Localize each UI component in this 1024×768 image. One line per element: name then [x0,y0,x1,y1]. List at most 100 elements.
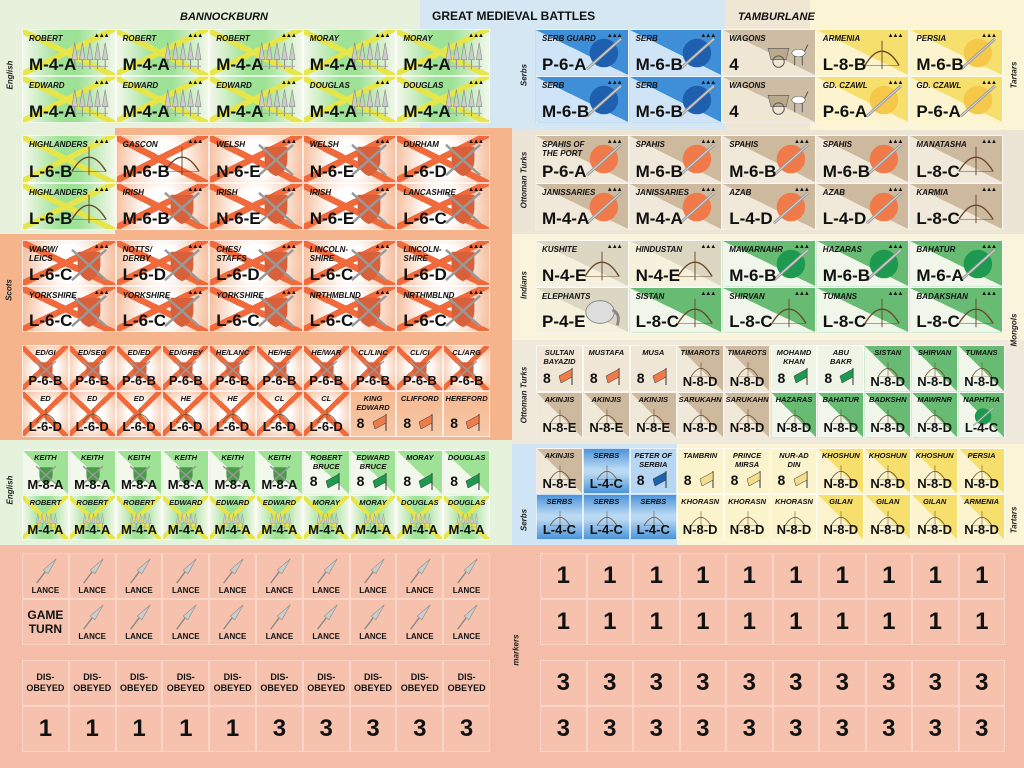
counter[interactable]: MAWARNAHR ▲▲▲ M-6-B [722,240,816,287]
counter[interactable]: CHES/ STAFFS ▲▲▲ L-6-D [209,240,303,286]
counter[interactable]: ARMENIA N-8-D [958,494,1005,540]
counter[interactable]: DOUGLAS M-4-A [443,495,490,540]
counter[interactable]: WELSH ▲▲▲ N-6-E [302,135,397,183]
counter[interactable]: ARMENIA ▲▲▲ L-8-B [815,29,910,76]
marker-counter[interactable]: 1 [726,599,773,645]
marker-counter[interactable]: LANCE [349,553,397,599]
counter[interactable]: EDWARD M-4-A [209,495,256,540]
counter[interactable]: AZAB ▲▲▲ L-4-D [815,182,910,230]
counter[interactable]: YORKSHIRE ▲▲▲ L-6-C [115,286,210,332]
marker-counter[interactable]: GAME TURN [22,599,69,645]
counter[interactable]: SERBS L-4-C [582,494,630,540]
marker-counter[interactable]: 3 [633,660,680,706]
counter[interactable]: DOUGLAS 8 [443,450,490,495]
marker-counter[interactable]: 3 [586,660,633,706]
counter[interactable]: ED/SEG P-6-B [68,345,116,391]
counter[interactable]: DOUGLAS ▲▲▲ M-4-A [396,76,490,123]
counter[interactable]: ED L-6-D [68,391,116,437]
counter[interactable]: MORAY M-4-A [349,495,397,540]
counter[interactable]: HINDUSTAN ▲▲▲ N-4-E [628,240,723,287]
marker-counter[interactable]: 1 [912,553,959,599]
counter[interactable]: BAHATUR N-8-D [817,391,865,438]
counter[interactable]: HAZARAS ▲▲▲ M-6-B [815,240,910,287]
marker-counter[interactable]: LANCE [256,553,303,599]
marker-counter[interactable]: 1 [22,706,69,752]
counter[interactable]: IRISH ▲▲▲ M-6-B [115,182,210,230]
counter[interactable]: AKINJIS N-8-E [629,391,677,438]
counter[interactable]: KHORASN N-8-D [676,494,724,540]
counter[interactable]: SERBS L-4-C [536,494,583,540]
marker-counter[interactable]: 1 [162,706,210,752]
marker-counter[interactable]: 3 [302,706,350,752]
marker-counter[interactable]: 3 [540,660,587,706]
counter[interactable]: IRISH ▲▲▲ N-6-E [209,182,303,230]
counter[interactable]: IRISH ▲▲▲ N-6-E [302,182,397,230]
counter[interactable]: TAMBRIN 8 [676,448,724,494]
counter[interactable]: SPAHIS ▲▲▲ M-6-B [722,135,816,183]
marker-counter[interactable]: 3 [912,706,959,752]
marker-counter[interactable]: 3 [819,660,866,706]
marker-counter[interactable]: LANCE [209,553,256,599]
counter[interactable]: KEITH M-8-A [68,450,116,495]
counter[interactable]: HE/WAR P-6-B [302,345,350,391]
marker-counter[interactable]: 1 [679,599,726,645]
marker-counter[interactable]: LANCE [302,553,350,599]
counter[interactable]: NOTTS/ DERBY ▲▲▲ L-6-D [115,240,210,286]
counter[interactable]: SPAHIS OF THE PORT ▲▲▲ P-6-A [535,135,629,183]
counter[interactable]: JANISSARIES ▲▲▲ M-4-A [535,182,629,230]
marker-counter[interactable]: LANCE [162,553,210,599]
marker-counter[interactable]: LANCE [443,599,490,645]
counter[interactable]: ROBERT ▲▲▲ M-4-A [22,29,116,76]
counter[interactable]: JANISSARIES ▲▲▲ M-4-A [628,182,723,230]
counter[interactable]: TUMANS ▲▲▲ L-8-C [815,286,910,333]
counter[interactable]: TUMANS N-8-D [958,345,1005,392]
counter[interactable]: ROBERT M-4-A [22,495,69,540]
counter[interactable]: HE/LANC P-6-B [209,345,256,391]
counter[interactable]: MORAY M-4-A [302,495,350,540]
marker-counter[interactable]: DIS- OBEYED [302,660,350,706]
counter[interactable]: PERSIA ▲▲▲ M-6-B [909,29,1003,76]
counter[interactable]: HIGHLANDERS ▲▲▲ L-6-B [22,135,116,183]
counter[interactable]: EDWARD ▲▲▲ M-4-A [115,76,210,123]
marker-counter[interactable]: 3 [349,706,397,752]
counter[interactable]: ELEPHANTS P-4-E [535,286,629,333]
counter[interactable]: KHOSHUN N-8-D [864,448,912,494]
counter[interactable]: AKINJIS N-8-E [582,391,630,438]
counter[interactable]: KEITH M-8-A [22,450,69,495]
counter[interactable]: PRINCE MIRSA 8 [723,448,771,494]
counter[interactable]: ED/ED P-6-B [115,345,163,391]
counter[interactable]: MOHAMD KHAN 8 [770,345,818,392]
counter[interactable]: CL/ARG P-6-B [443,345,490,391]
counter[interactable]: KARMIA ▲▲▲ L-8-C [909,182,1003,230]
counter[interactable]: SARUKAHN N-8-D [676,391,724,438]
counter[interactable]: KEITH M-8-A [162,450,210,495]
counter[interactable]: MAWRNR N-8-D [911,391,959,438]
counter[interactable]: KHOSHUN N-8-D [817,448,865,494]
marker-counter[interactable]: 3 [443,706,490,752]
counter[interactable]: MORAY ▲▲▲ M-4-A [302,29,397,76]
counter[interactable]: WAGONS 4 [722,29,816,76]
counter[interactable]: ROBERT BRUCE 8 [302,450,350,495]
counter[interactable]: MUSA 8 [629,345,677,392]
marker-counter[interactable]: DIS- OBEYED [68,660,116,706]
marker-counter[interactable]: LANCE [115,553,163,599]
counter[interactable]: KHOSHUN N-8-D [911,448,959,494]
counter[interactable]: MORAY 8 [396,450,444,495]
marker-counter[interactable]: 3 [540,706,587,752]
counter[interactable]: KEITH M-8-A [209,450,256,495]
counter[interactable]: SERBS L-4-C [629,494,677,540]
marker-counter[interactable]: LANCE [22,553,69,599]
counter[interactable]: ED L-6-D [115,391,163,437]
counter[interactable]: AKINJIS N-8-E [536,448,583,494]
marker-counter[interactable]: 1 [586,553,633,599]
counter[interactable]: AKINJIS N-8-E [536,391,583,438]
counter[interactable]: ROBERT ▲▲▲ M-4-A [115,29,210,76]
counter[interactable]: CL/LINC P-6-B [349,345,397,391]
counter[interactable]: LANCASHIRE ▲▲▲ L-6-C [396,182,490,230]
counter[interactable]: YORKSHIRE ▲▲▲ L-6-C [22,286,116,332]
counter[interactable]: SISTAN ▲▲▲ L-8-C [628,286,723,333]
marker-counter[interactable]: 3 [256,706,303,752]
marker-counter[interactable]: 3 [726,660,773,706]
marker-counter[interactable]: 3 [819,706,866,752]
counter[interactable]: GILAN N-8-D [817,494,865,540]
